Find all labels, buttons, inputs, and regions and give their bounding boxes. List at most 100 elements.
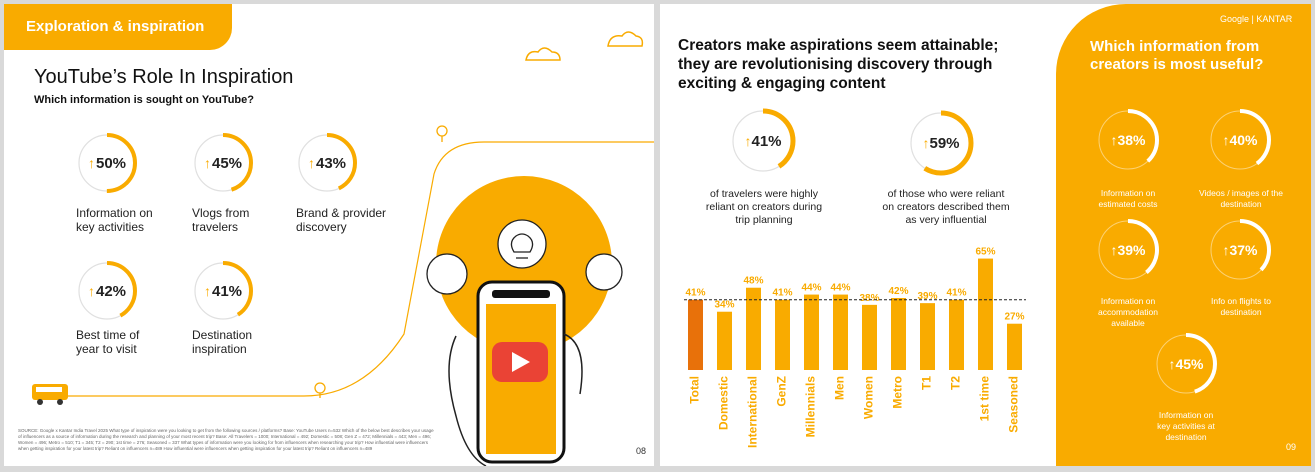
stat-value: 43% [315, 155, 347, 172]
travel-illustration [32, 31, 654, 466]
bar-value-label: 34% [714, 300, 734, 311]
stat-ring: ↑41% [730, 108, 796, 174]
category-label: T2 [949, 376, 963, 390]
stat-label: Vlogs from travelers [192, 206, 250, 234]
panel-stat-ring: ↑38% [1096, 108, 1160, 172]
stat-value: 41% [211, 283, 243, 300]
arrow-up-icon: ↑ [744, 133, 752, 149]
lightbulb-icon [497, 219, 547, 269]
bar-value-label: 41% [685, 288, 705, 299]
bar [920, 303, 935, 370]
panel-stat-description: Videos / images of the destination [1199, 188, 1283, 209]
bar-value-label: 27% [1004, 312, 1024, 323]
bar-value-label: 41% [772, 288, 792, 299]
arrow-up-icon: ↑ [87, 155, 95, 171]
bar [978, 258, 993, 370]
bar-value-label: 44% [830, 283, 850, 294]
thought-bubble-icon [426, 253, 468, 295]
panel-stat-ring: ↑40% [1208, 108, 1272, 172]
arrow-up-icon: ↑ [922, 135, 930, 151]
stat-value: 59% [929, 135, 960, 152]
panel-stat-description: Information on accommodation available [1097, 296, 1158, 328]
arrow-up-icon: ↑ [87, 283, 95, 299]
category-label: Seasoned [1007, 376, 1021, 433]
panel-stat-ring: ↑45% [1154, 332, 1218, 396]
bar [833, 294, 848, 370]
panel-stat-ring: ↑37% [1208, 218, 1272, 282]
stat-value: 50% [95, 155, 127, 172]
stat-ring: ↑59% [908, 110, 974, 176]
stat-ring: ↑45% [192, 132, 254, 194]
stat-ring: ↑42% [76, 260, 138, 322]
bar-value-label: 39% [917, 291, 937, 302]
arrow-up-icon: ↑ [1168, 356, 1176, 372]
stat-label: Brand & provider discovery [296, 206, 387, 234]
bar-value-label: 42% [888, 286, 908, 297]
stat-value: 45% [211, 155, 243, 172]
bar [775, 299, 790, 370]
category-label: Domestic [717, 376, 731, 430]
speech-bubble-icon [585, 253, 623, 291]
stat-value: 40% [1229, 132, 1258, 148]
panel-stat-description: Info on flights to destination [1210, 296, 1271, 317]
bar [891, 298, 906, 370]
bar [949, 299, 964, 370]
bar-value-label: 38% [859, 293, 879, 304]
stat-description: of travelers were highly reliant on creat… [705, 188, 823, 226]
stat-value: 38% [1117, 132, 1146, 148]
page-number: 09 [1286, 442, 1297, 452]
category-label: Metro [891, 376, 905, 409]
section-tag: Exploration & inspiration [4, 4, 232, 50]
bar-chart: 41% Total 34% Domestic 48% International 41% Ge… [684, 247, 1026, 448]
arrow-up-icon: ↑ [203, 155, 211, 171]
arrow-up-icon: ↑ [1110, 132, 1118, 148]
bar-value-label: 41% [946, 288, 966, 299]
panel-stat-description: Information on key activities at destinati… [1157, 410, 1215, 442]
bar [1007, 323, 1022, 370]
category-label: Total [688, 376, 702, 404]
bar [717, 311, 732, 370]
left-page: Exploration & inspiration YouTube’s Role… [4, 4, 654, 466]
stat-ring: ↑41% [192, 260, 254, 322]
arrow-up-icon: ↑ [203, 283, 211, 299]
arrow-up-icon: ↑ [1222, 242, 1230, 258]
right-page: Creators make aspirations seem attainabl… [660, 4, 1311, 466]
bar [804, 294, 819, 370]
page-number: 08 [636, 446, 647, 456]
page-title: YouTube’s Role In Inspiration [34, 66, 294, 88]
stat-description: of those who were reliant on creators des… [882, 188, 1010, 226]
bar [688, 299, 703, 370]
page-subtitle: Which information is sought on YouTube? [34, 94, 254, 106]
stat-label: Information on key activities [76, 206, 153, 234]
stat-label: Destination inspiration [192, 328, 253, 356]
arrow-up-icon: ↑ [1110, 242, 1118, 258]
source-footnote: SOURCE: Google x Kantar India Travel 202… [18, 428, 434, 451]
panel-stat-ring: ↑39% [1096, 218, 1160, 282]
stat-value: 45% [1175, 356, 1204, 372]
category-label: International [746, 376, 760, 448]
orange-panel [1056, 4, 1311, 466]
stat-value: 41% [751, 133, 782, 150]
bar [862, 304, 877, 370]
cloud-icon [525, 31, 644, 61]
bus-icon [32, 384, 68, 405]
brand-logo: Google | KANTAR [1220, 14, 1293, 24]
panel-title: Which information from creators is most u… [1090, 38, 1264, 73]
stat-ring: ↑43% [296, 132, 358, 194]
play-button-icon [492, 342, 548, 382]
stat-value: 42% [95, 283, 127, 300]
bar [746, 287, 761, 370]
category-label: T1 [920, 376, 934, 390]
bar-value-label: 65% [975, 247, 995, 258]
category-label: Millennials [804, 376, 818, 438]
stat-ring: ↑50% [76, 132, 138, 194]
category-label: 1st time [978, 376, 992, 422]
pin-icon [314, 125, 448, 398]
bar-value-label: 48% [743, 276, 763, 287]
panel-stat-description: Information on estimated costs [1098, 188, 1158, 209]
page-title: Creators make aspirations seem attainabl… [678, 37, 999, 92]
arrow-up-icon: ↑ [1222, 132, 1230, 148]
stat-value: 39% [1117, 242, 1146, 258]
stat-label: Best time of year to visit [76, 328, 140, 356]
category-label: GenZ [775, 376, 789, 407]
